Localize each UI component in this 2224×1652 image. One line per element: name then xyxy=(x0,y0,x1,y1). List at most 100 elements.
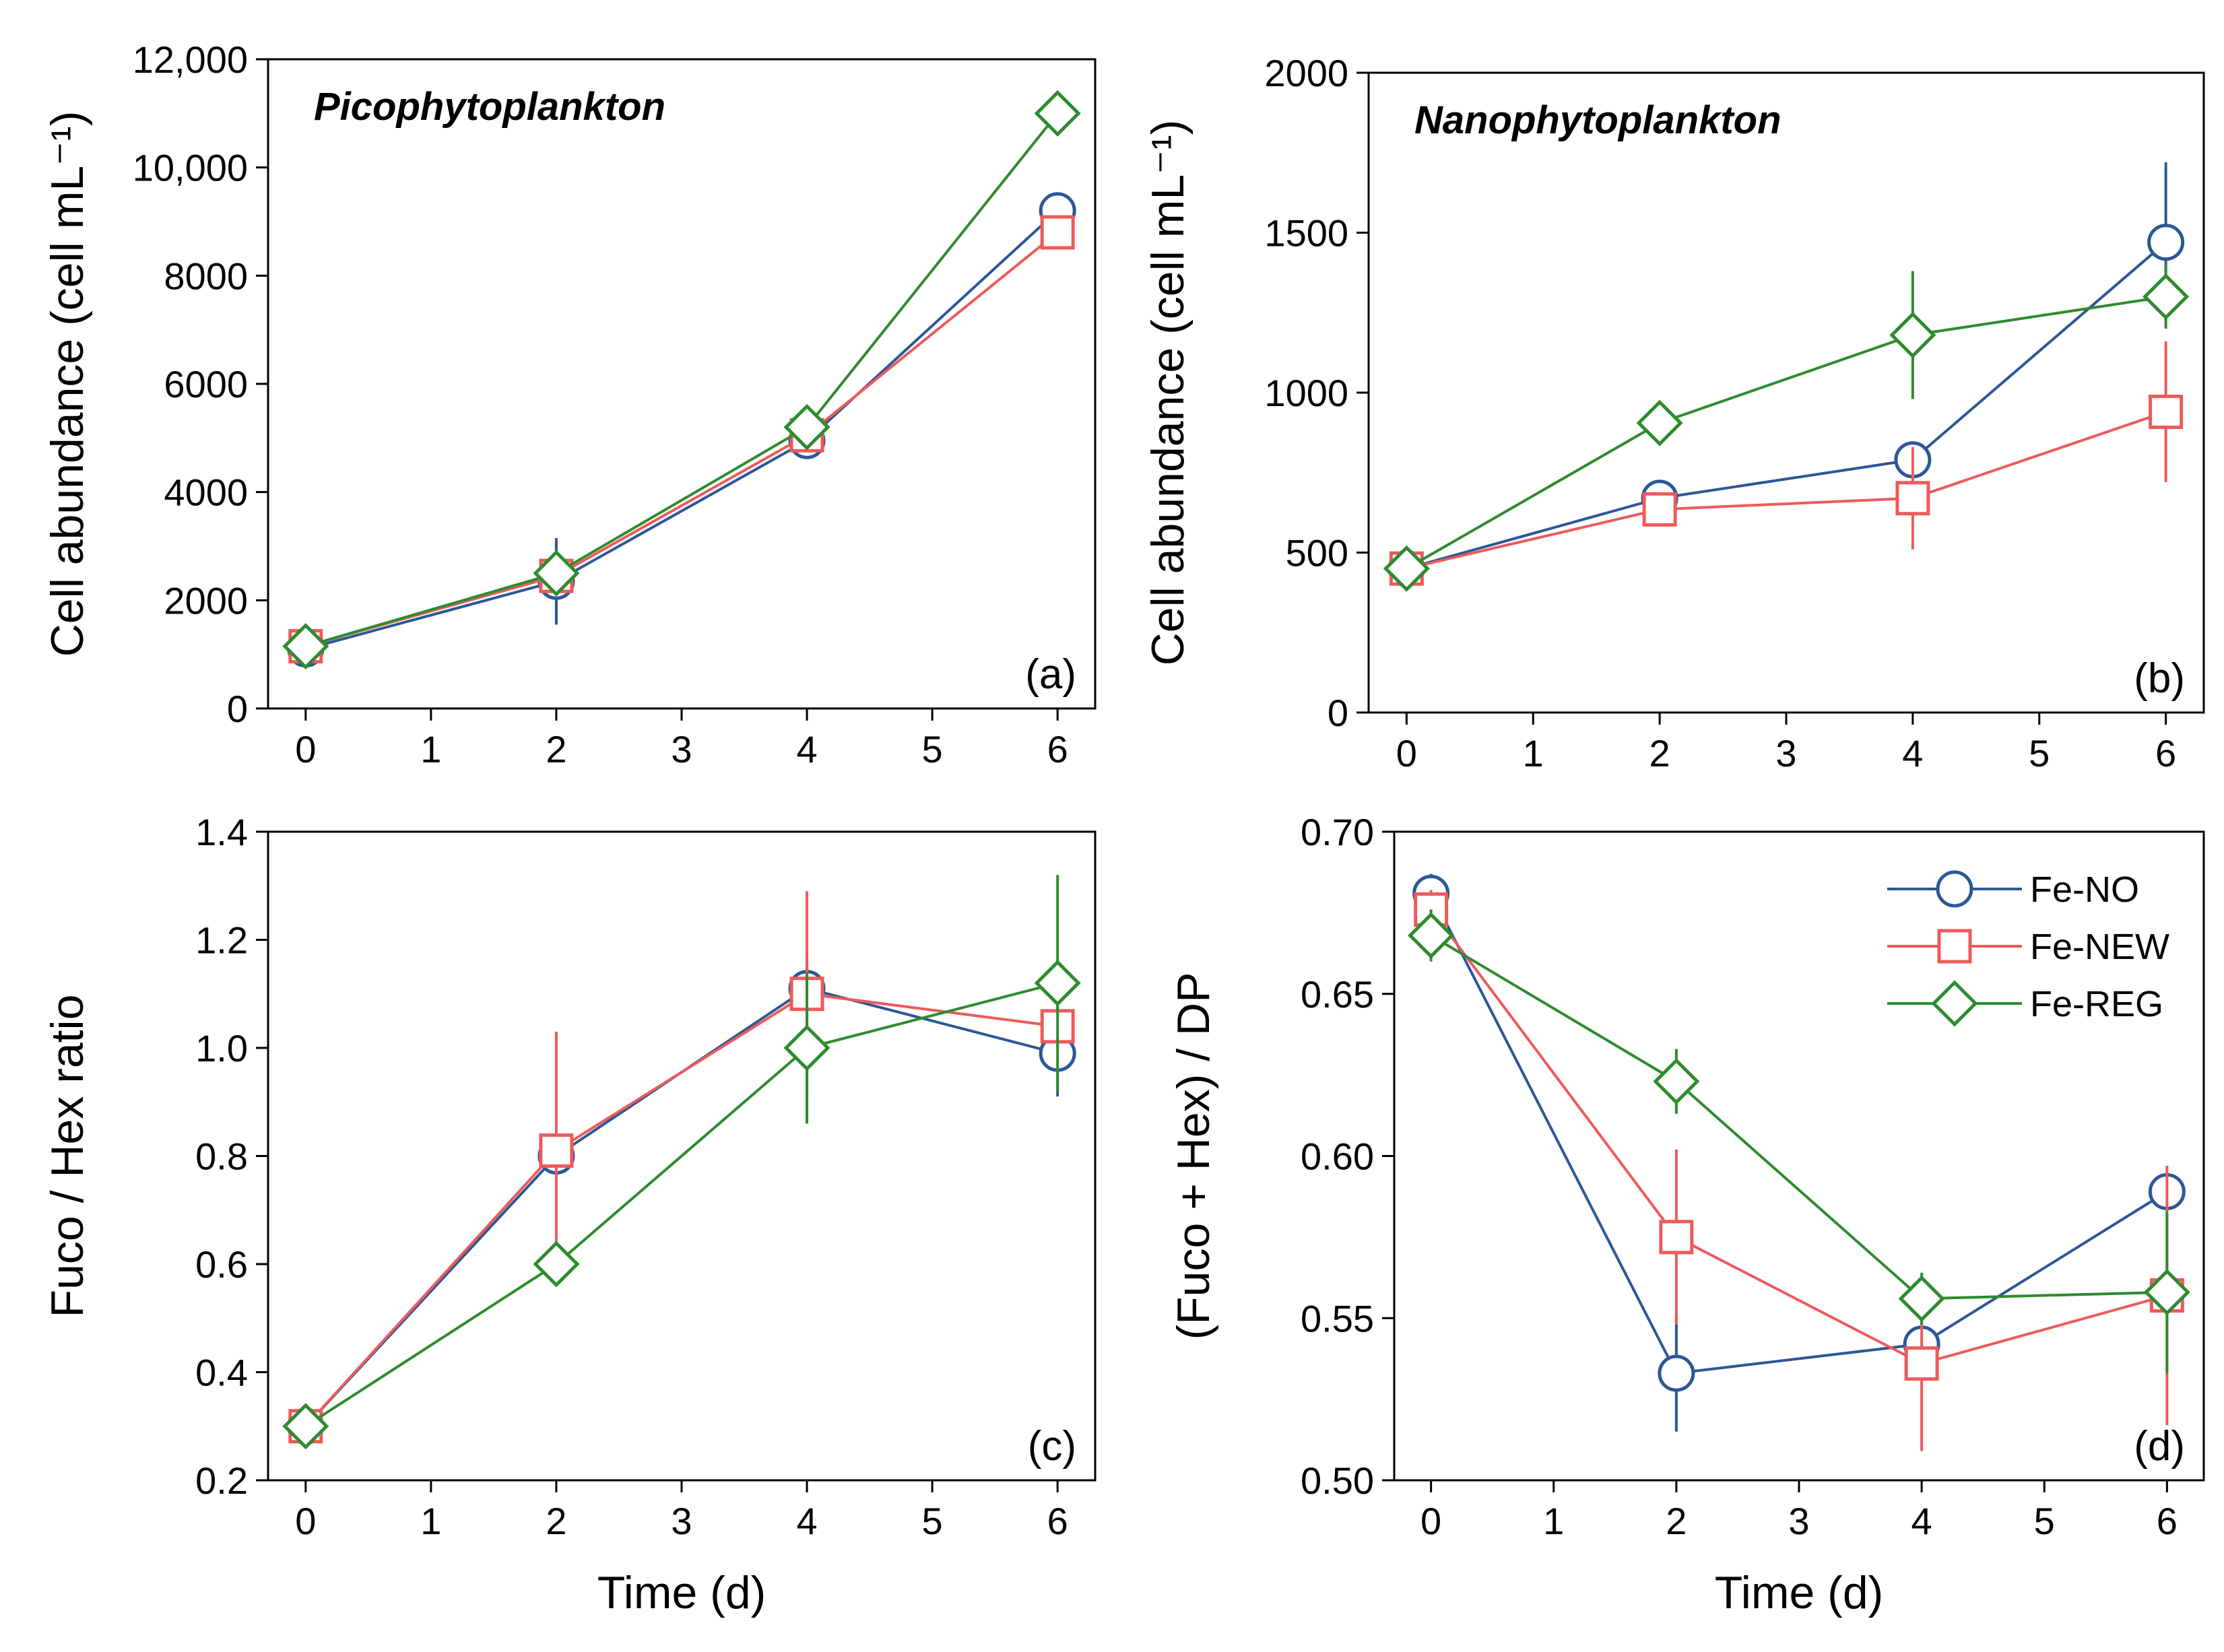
data-point xyxy=(282,1403,329,1450)
y-tick-label: 1.0 xyxy=(195,1027,248,1069)
y-tick-label: 1500 xyxy=(1264,212,1348,255)
data-point xyxy=(1898,1275,1945,1322)
data-point xyxy=(282,623,329,670)
series-line xyxy=(1429,892,2168,1375)
y-tick-label: 0 xyxy=(227,688,248,730)
plot-frame xyxy=(1367,71,2205,714)
x-tick-label: 2 xyxy=(1649,732,1670,774)
x-tick-label: 2 xyxy=(546,1500,566,1542)
x-tick-label: 4 xyxy=(796,728,817,770)
data-point xyxy=(1040,215,1075,250)
series-line xyxy=(305,209,1059,651)
series-fe-no xyxy=(1387,162,2185,587)
y-tick-label: 2000 xyxy=(1264,52,1348,94)
x-tick-label: 3 xyxy=(1788,1500,1809,1542)
y-tick-label: 4000 xyxy=(164,471,248,514)
data-point xyxy=(1904,1346,1939,1381)
series-fe-reg xyxy=(282,90,1081,670)
series-line xyxy=(304,992,1058,1428)
panel-title: Nanophytoplankton xyxy=(1414,98,1781,142)
series-line xyxy=(1430,908,2167,1365)
x-tick-label: 5 xyxy=(922,1500,943,1542)
panel-tag: (a) xyxy=(1025,651,1076,698)
series-line xyxy=(1406,241,2167,570)
y-tick-label: 10,000 xyxy=(133,147,248,189)
x-tick-label: 4 xyxy=(1902,732,1923,774)
series-line xyxy=(305,231,1059,648)
y-axis-label: Cell abundance (cell mL⁻¹) xyxy=(1142,120,1193,666)
panel-title: Picophytoplankton xyxy=(314,85,665,129)
data-point xyxy=(2149,395,2184,429)
x-tick-label: 1 xyxy=(1543,1500,1564,1542)
y-tick-label: 0.70 xyxy=(1301,811,1374,853)
legend-marker xyxy=(1936,870,1973,908)
chart-panel-c: 0 1 2 3 4 5 6 0.2 0.4 0.6 0.8 1.0 1.2 1.4 Fuco / Hex r… xyxy=(42,811,1097,1618)
y-tick-label: 1000 xyxy=(1264,372,1348,414)
data-point xyxy=(1383,545,1430,592)
x-tick-label: 6 xyxy=(1047,1500,1068,1542)
legend-label: Fe-NO xyxy=(2030,869,2139,910)
data-point xyxy=(1889,311,1936,359)
legend: Fe-NO Fe-NEW Fe-REG xyxy=(1887,869,2169,1027)
data-point xyxy=(783,1024,830,1071)
x-tick-label: 1 xyxy=(420,1500,441,1542)
series-fe-new xyxy=(288,215,1075,664)
data-point xyxy=(2143,273,2190,321)
y-tick-label: 0.8 xyxy=(195,1135,248,1178)
y-tick-label: 0.6 xyxy=(195,1243,248,1286)
legend-item: Fe-NEW xyxy=(1887,927,2169,967)
x-tick-label: 1 xyxy=(1523,732,1544,774)
x-tick-label: 6 xyxy=(2155,732,2176,774)
y-axis-label: Fuco / Hex ratio xyxy=(42,995,93,1318)
data-point xyxy=(1034,90,1081,137)
x-tick-label: 5 xyxy=(922,728,943,770)
series-line xyxy=(304,987,1058,1428)
chart-panel-b: 0 1 2 3 4 5 6 0 500 1000 1500 2000 Cell abundance (c… xyxy=(1142,52,2205,774)
data-point xyxy=(539,1133,574,1168)
x-tick-label: 6 xyxy=(1047,728,1068,770)
series-fe-reg xyxy=(1408,909,2190,1374)
series-line xyxy=(305,112,1059,648)
x-tick-label: 4 xyxy=(1911,1500,1932,1542)
series-fe-no xyxy=(287,950,1076,1445)
legend-item: Fe-NO xyxy=(1887,869,2139,910)
panel-tag: (c) xyxy=(1028,1423,1076,1469)
legend-label: Fe-NEW xyxy=(2030,927,2169,967)
y-tick-label: 0.50 xyxy=(1301,1459,1374,1502)
x-axis-label: Time (d) xyxy=(1715,1567,1884,1618)
series-fe-no xyxy=(287,192,1076,668)
y-tick-label: 0.4 xyxy=(195,1352,248,1394)
data-point xyxy=(533,1241,580,1288)
data-point xyxy=(2147,224,2185,261)
data-point xyxy=(1658,1354,1695,1392)
y-tick-label: 0.55 xyxy=(1301,1297,1374,1340)
x-tick-label: 5 xyxy=(2029,732,2050,774)
data-point xyxy=(1895,481,1930,516)
y-tick-label: 0.65 xyxy=(1301,973,1374,1016)
panel-tag: (b) xyxy=(2134,655,2185,702)
chart-panel-a: 0 1 2 3 4 5 6 0 2000 4000 6000 8000 10,000 12,000 Cell… xyxy=(42,38,1097,770)
data-point xyxy=(533,550,580,597)
data-point xyxy=(1642,492,1677,527)
chart-panel-d: 0 1 2 3 4 5 6 0.50 0.55 0.60 0.65 0.70 (Fuco + Hex) … xyxy=(1168,811,2205,1618)
series-line xyxy=(1406,295,2166,570)
x-axis-label: Time (d) xyxy=(597,1567,766,1618)
y-tick-label: 1.2 xyxy=(195,919,248,962)
series-fe-new xyxy=(1414,890,2184,1451)
y-tick-label: 500 xyxy=(1286,532,1348,574)
y-axis-label: Cell abundance (cell mL⁻¹) xyxy=(42,111,93,657)
x-tick-label: 0 xyxy=(1420,1500,1441,1542)
y-tick-label: 6000 xyxy=(164,363,248,405)
legend-marker xyxy=(1931,980,1978,1027)
y-tick-label: 1.4 xyxy=(195,811,248,853)
series-fe-reg xyxy=(1383,265,2190,592)
x-tick-label: 3 xyxy=(671,728,692,770)
data-point xyxy=(1408,912,1455,959)
legend-marker xyxy=(1937,929,1972,964)
series-fe-reg xyxy=(282,875,1081,1450)
data-point xyxy=(1653,1058,1700,1105)
x-tick-label: 2 xyxy=(546,728,566,770)
x-tick-label: 4 xyxy=(796,1500,817,1542)
x-tick-label: 2 xyxy=(1666,1500,1687,1542)
